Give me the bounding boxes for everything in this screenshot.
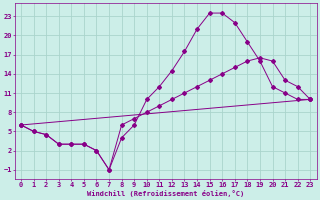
X-axis label: Windchill (Refroidissement éolien,°C): Windchill (Refroidissement éolien,°C) [87,190,244,197]
